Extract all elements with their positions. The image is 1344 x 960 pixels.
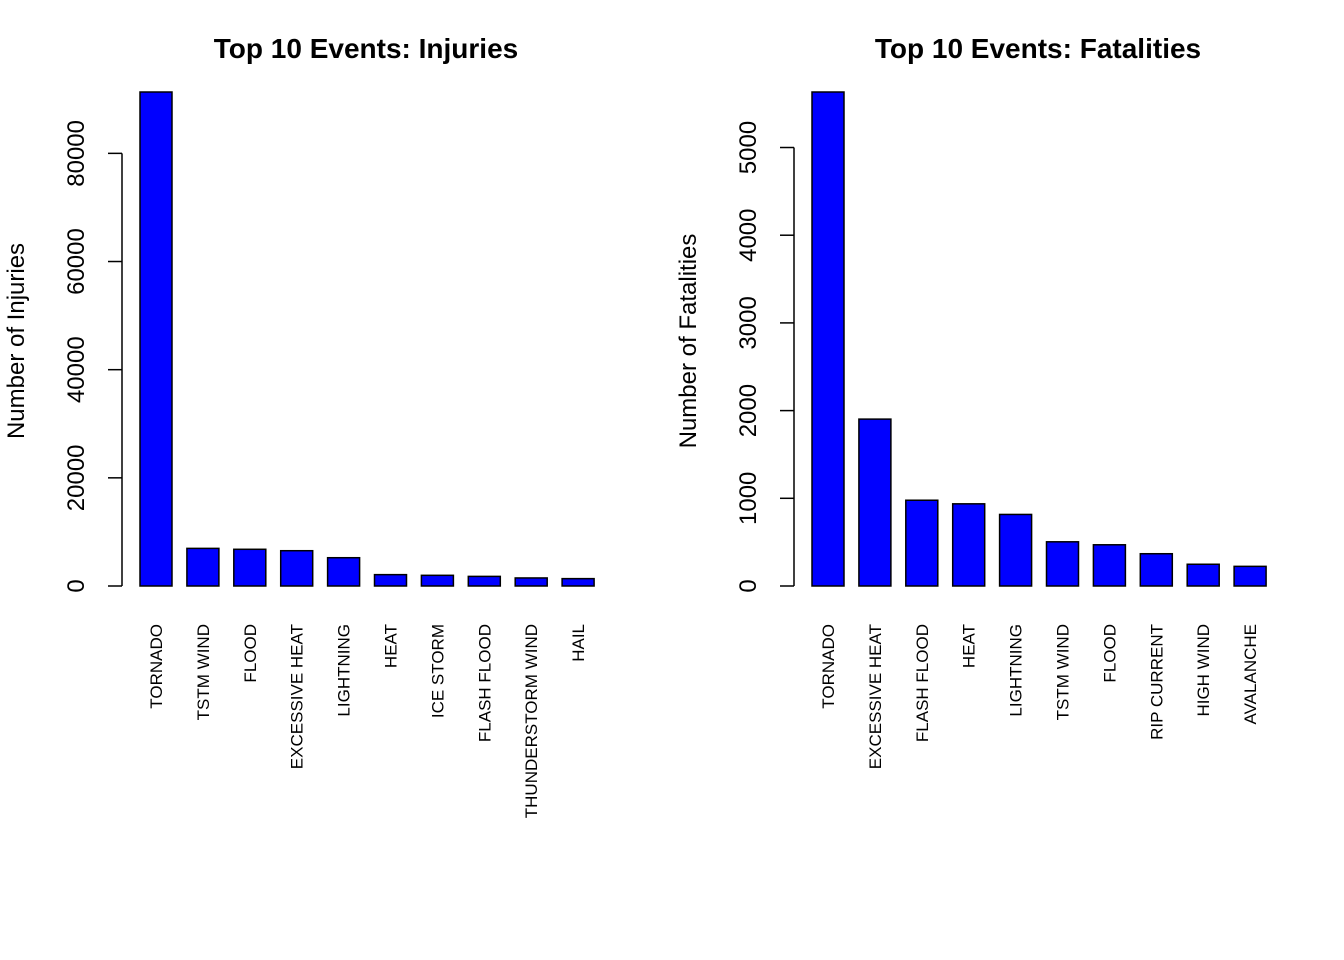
- fatalities-chart-title: Top 10 Events: Fatalities: [875, 33, 1201, 64]
- bar: [951, 503, 986, 587]
- y-tick-label: 0: [735, 579, 762, 592]
- x-tick-label: ICE STORM: [428, 624, 447, 718]
- x-tick-label: THUNDERSTORM WIND: [522, 624, 541, 818]
- bar: [1139, 552, 1174, 587]
- injuries-chart-title: Top 10 Events: Injuries: [214, 33, 518, 64]
- injuries-y-axis: 0 20000 40000 60000 80000: [63, 120, 123, 593]
- injuries-x-tick-labels: TORNADO TSTM WIND FLOOD EXCESSIVE HEAT LIGHT…: [147, 624, 588, 818]
- x-tick-label: FLOOD: [241, 624, 260, 683]
- bar: [1092, 544, 1127, 587]
- bar: [811, 91, 845, 587]
- x-tick-label: HIGH WIND: [1194, 624, 1213, 717]
- injuries-bars: [139, 91, 595, 587]
- x-tick-label: LIGHTNING: [1007, 624, 1026, 717]
- injuries-y-axis-label: Number of Injuries: [3, 243, 30, 439]
- bar: [420, 574, 455, 587]
- y-tick-label: 3000: [735, 296, 762, 349]
- x-tick-label: HEAT: [960, 624, 979, 668]
- bar: [186, 547, 220, 587]
- y-tick-label: 80000: [63, 120, 90, 187]
- bar: [1233, 565, 1267, 587]
- bar: [514, 577, 548, 587]
- bar: [467, 575, 502, 587]
- x-tick-label: RIP CURRENT: [1147, 624, 1166, 740]
- x-tick-label: HEAT: [382, 624, 401, 668]
- bar: [373, 573, 408, 587]
- bar: [1045, 541, 1080, 587]
- x-tick-label: EXCESSIVE HEAT: [288, 624, 307, 769]
- y-tick-label: 4000: [735, 209, 762, 262]
- y-tick-label: 2000: [735, 384, 762, 437]
- x-tick-label: TORNADO: [147, 624, 166, 709]
- injuries-chart: Top 10 Events: Injuries Number of Injuri…: [3, 33, 595, 818]
- y-tick-label: 1000: [735, 472, 762, 525]
- y-tick-label: 60000: [63, 228, 90, 295]
- x-tick-label: TORNADO: [819, 624, 838, 709]
- x-tick-label: HAIL: [569, 624, 588, 662]
- x-tick-label: FLASH FLOOD: [475, 624, 494, 742]
- x-tick-label: TSTM WIND: [1054, 624, 1073, 720]
- y-tick-label: 20000: [63, 444, 90, 511]
- y-tick-label: 0: [63, 579, 90, 592]
- bar: [279, 549, 314, 587]
- bar: [233, 548, 267, 587]
- fatalities-x-tick-labels: TORNADO EXCESSIVE HEAT FLASH FLOOD HEAT LIGH…: [819, 624, 1260, 769]
- y-tick-label: 5000: [735, 121, 762, 174]
- fatalities-y-axis: 0 1000 2000 3000 4000 5000: [735, 121, 795, 593]
- bar: [139, 91, 173, 587]
- bar: [858, 418, 892, 587]
- bar: [561, 577, 595, 587]
- x-tick-label: FLASH FLOOD: [913, 624, 932, 742]
- bar: [326, 556, 361, 587]
- x-tick-label: LIGHTNING: [335, 624, 354, 717]
- fatalities-chart: Top 10 Events: Fatalities Number of Fata…: [675, 33, 1267, 769]
- y-tick-label: 40000: [63, 336, 90, 403]
- bar: [1186, 563, 1220, 587]
- x-tick-label: AVALANCHE: [1241, 624, 1260, 724]
- bar: [998, 513, 1033, 587]
- x-tick-label: TSTM WIND: [194, 624, 213, 720]
- bar: [905, 499, 939, 587]
- fatalities-y-axis-label: Number of Fatalities: [675, 234, 702, 449]
- fatalities-bars: [811, 91, 1267, 587]
- x-tick-label: EXCESSIVE HEAT: [866, 624, 885, 769]
- x-tick-label: FLOOD: [1100, 624, 1119, 683]
